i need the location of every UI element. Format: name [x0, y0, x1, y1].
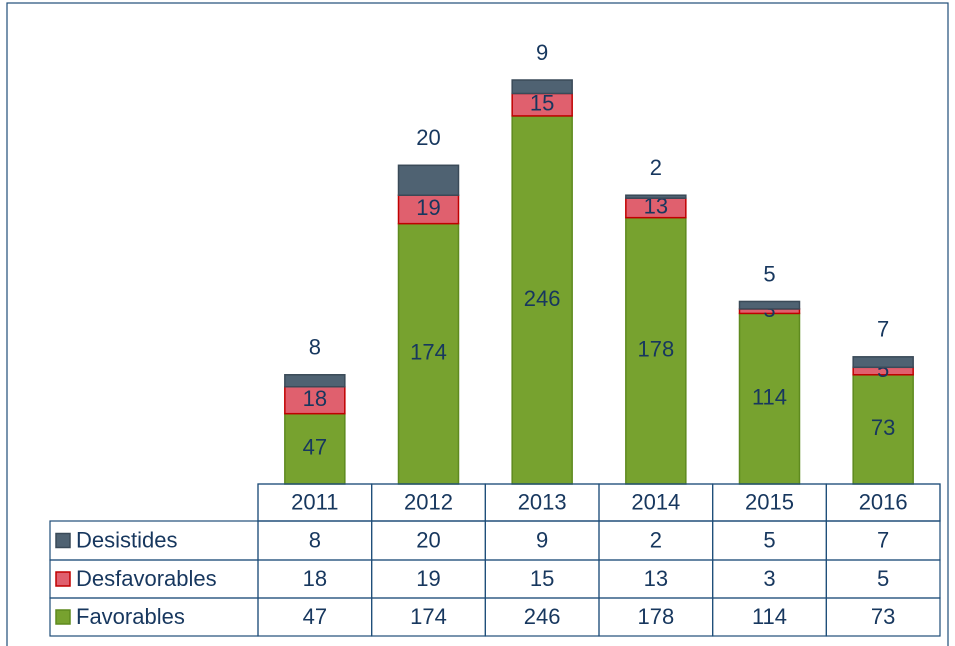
data-label: 15: [530, 91, 554, 116]
table-value: 5: [763, 527, 775, 552]
table-value: 3: [763, 566, 775, 591]
table-value: 47: [303, 604, 327, 629]
data-label: 20: [416, 125, 440, 150]
table-value: 7: [877, 527, 889, 552]
legend-label: Favorables: [76, 604, 185, 629]
table-cell: [825, 597, 941, 637]
data-label: 73: [871, 415, 895, 440]
bar-segment: [511, 79, 573, 95]
data-label: 7: [877, 317, 889, 342]
bar-segment: [284, 374, 346, 388]
data-label: 2: [650, 155, 662, 180]
data-label: 18: [303, 386, 327, 411]
table-value: 114: [752, 604, 787, 629]
legend-swatch: [55, 532, 71, 549]
table-value: 18: [303, 566, 327, 591]
table-value: 15: [530, 566, 554, 591]
x-tick-label: 2012: [404, 489, 453, 514]
legend-swatch: [55, 571, 71, 587]
table-value: 246: [524, 604, 561, 629]
data-label: 174: [410, 340, 447, 365]
table-value: 8: [309, 527, 321, 552]
x-tick-label: 2015: [745, 489, 794, 514]
table-value: 9: [536, 527, 548, 552]
data-label: 9: [536, 40, 548, 65]
legend-label: Desfavorables: [76, 566, 217, 591]
table-value: 5: [877, 566, 889, 591]
data-label: 5: [763, 261, 775, 286]
table-value: 73: [871, 604, 895, 629]
x-tick-label: 2014: [631, 489, 680, 514]
table-value: 13: [644, 566, 668, 591]
bar-segment: [397, 164, 460, 196]
bar-segment: [511, 115, 573, 485]
bar-segment: [738, 300, 801, 310]
bar-segment: [625, 216, 687, 485]
data-label: 246: [524, 286, 561, 311]
table-value: 20: [416, 527, 440, 552]
bar-segment: [397, 194, 460, 225]
table-value: 178: [637, 604, 674, 629]
legend-swatch: [55, 609, 71, 625]
legend-label: Desistides: [76, 527, 177, 552]
frame: [6, 2, 949, 646]
bar-segment: [625, 194, 687, 199]
table-value: 174: [410, 604, 447, 629]
bar-segment: [738, 312, 801, 485]
table-value: 19: [416, 566, 440, 591]
data-label: 114: [752, 385, 787, 410]
bar-segment: [284, 385, 346, 415]
data-label: 178: [637, 337, 674, 362]
data-label: 8: [309, 335, 321, 360]
bar-segment: [852, 356, 914, 369]
bar-segment: [852, 374, 914, 485]
data-label: 19: [416, 195, 440, 220]
x-tick-label: 2013: [518, 489, 567, 514]
x-tick-label: 2011: [291, 489, 338, 514]
data-label: 47: [303, 435, 327, 460]
table-value: 2: [650, 527, 662, 552]
x-tick-label: 2016: [859, 489, 908, 514]
